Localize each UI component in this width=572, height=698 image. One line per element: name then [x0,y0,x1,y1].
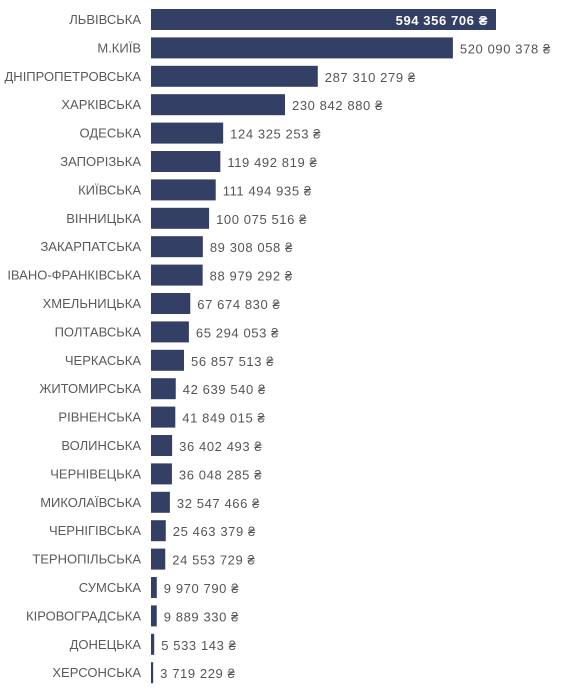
category-label: МИКОЛАЇВСЬКА [40,495,141,510]
value-label: 111 494 935 ₴ [223,183,312,198]
bar [151,520,166,542]
category-label: ЖИТОМИРСЬКА [39,381,141,396]
value-label: 100 075 516 ₴ [216,212,307,227]
category-labels: ЛЬВІВСЬКА М.КИЇВ ДНІПРОПЕТРОВСЬКА ХАРКІВСЬК… [5,12,142,680]
value-label: 24 553 729 ₴ [172,553,255,568]
bar [151,293,191,314]
category-label: ВІННИЦЬКА [66,211,141,226]
value-label: 32 547 466 ₴ [177,496,260,511]
value-label: 3 719 229 ₴ [160,666,235,681]
bar [151,548,166,570]
category-label: М.КИЇВ [97,40,141,55]
category-label: ХЕРСОНСЬКА [52,665,141,680]
value-label: 119 492 819 ₴ [227,155,317,170]
bar [151,321,189,343]
bar [151,633,155,655]
bar [151,151,221,172]
category-label: ЗАПОРІЗЬКА [60,154,141,169]
category-label: ЛЬВІВСЬКА [69,12,141,27]
bar [151,577,157,598]
value-label: 36 402 493 ₴ [179,439,262,454]
value-label: 88 979 292 ₴ [210,269,293,284]
bar [151,406,176,428]
bar [151,65,318,87]
bar [151,435,173,456]
category-label: ЗАКАРПАТСЬКА [40,239,141,254]
value-label: 89 308 058 ₴ [210,240,293,255]
category-label: СУМСЬКА [79,580,142,595]
value-label: 594 356 706 ₴ [396,13,488,28]
bar [151,94,285,116]
bar [151,37,453,59]
bars [151,9,496,684]
bar [151,463,172,485]
category-label: КИЇВСЬКА [78,182,141,197]
value-label: 25 463 379 ₴ [173,524,256,539]
bar [151,179,216,201]
value-label: 9 970 790 ₴ [164,581,239,596]
value-label: 67 674 830 ₴ [197,297,280,312]
value-label: 56 857 513 ₴ [191,354,274,369]
bar [151,605,157,627]
category-label: ІВАНО-ФРАНКІВСЬКА [7,268,141,283]
category-label: ХМЕЛЬНИЦЬКА [43,296,142,311]
value-label: 42 639 540 ₴ [183,382,266,397]
bar [151,122,224,144]
value-label: 5 533 143 ₴ [161,638,236,653]
bar [151,662,154,684]
category-label: ДОНЕЦЬКА [70,637,142,652]
category-label: ПОЛТАВСЬКА [55,324,142,339]
category-label: ЧЕРНІГІВСЬКА [49,523,141,538]
value-labels: 594 356 706 ₴ 520 090 378 ₴ 287 310 279 ₴ 2… [160,13,551,681]
category-label: ВОЛИНСЬКА [61,438,141,453]
value-label: 124 325 253 ₴ [230,127,321,142]
category-label: КІРОВОГРАДСЬКА [26,608,141,623]
category-label: ТЕРНОПІЛЬСЬКА [32,552,141,567]
category-label: ОДЕСЬКА [80,126,142,141]
value-label: 287 310 279 ₴ [325,70,416,85]
category-label: ЧЕРНІВЕЦЬКА [50,466,141,481]
category-label: РІВНЕНСЬКА [58,410,141,425]
value-label: 230 842 880 ₴ [292,98,383,113]
category-label: ХАРКІВСЬКА [61,97,141,112]
category-label: ДНІПРОПЕТРОВСЬКА [5,69,142,84]
value-label: 36 048 285 ₴ [179,467,262,482]
value-label: 9 889 330 ₴ [164,609,239,624]
bar [151,349,185,371]
bar [151,264,203,286]
bar [151,378,176,400]
bar [151,9,496,30]
category-label: ЧЕРКАСЬКА [65,353,141,368]
value-label: 65 294 053 ₴ [196,325,279,340]
value-label: 41 849 015 ₴ [182,411,265,426]
bar [151,491,170,513]
bar [151,236,203,258]
value-label: 520 090 378 ₴ [460,41,551,56]
bar [151,207,210,229]
